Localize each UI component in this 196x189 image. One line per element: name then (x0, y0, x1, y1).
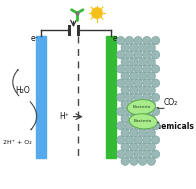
Circle shape (147, 43, 155, 52)
Circle shape (143, 136, 151, 144)
Circle shape (130, 100, 138, 109)
Circle shape (130, 86, 138, 94)
Circle shape (121, 143, 129, 151)
Circle shape (121, 157, 129, 165)
Circle shape (134, 36, 142, 45)
Circle shape (117, 93, 125, 101)
Circle shape (134, 79, 142, 87)
Circle shape (138, 72, 147, 80)
Circle shape (138, 58, 147, 66)
Circle shape (138, 129, 147, 137)
FancyArrowPatch shape (158, 108, 164, 109)
Circle shape (125, 36, 134, 45)
Circle shape (152, 150, 160, 158)
Circle shape (138, 43, 147, 52)
Circle shape (134, 107, 142, 116)
Circle shape (125, 122, 134, 130)
Text: 2H⁺ + O₂: 2H⁺ + O₂ (3, 139, 31, 145)
Circle shape (147, 58, 155, 66)
Circle shape (152, 122, 160, 130)
Circle shape (130, 43, 138, 52)
Circle shape (121, 86, 129, 94)
Text: e⁻: e⁻ (31, 34, 39, 43)
Circle shape (152, 107, 160, 116)
Text: e⁻: e⁻ (113, 34, 121, 43)
FancyArrowPatch shape (30, 102, 37, 130)
Circle shape (138, 100, 147, 109)
Circle shape (117, 79, 125, 87)
Circle shape (152, 36, 160, 45)
Circle shape (117, 107, 125, 116)
Circle shape (152, 65, 160, 73)
Circle shape (134, 122, 142, 130)
Circle shape (117, 65, 125, 73)
Circle shape (147, 100, 155, 109)
Circle shape (143, 79, 151, 87)
Circle shape (125, 150, 134, 158)
Text: Bacteria: Bacteria (132, 105, 150, 109)
Circle shape (121, 43, 129, 52)
Text: H₂O: H₂O (15, 86, 30, 95)
Circle shape (147, 129, 155, 137)
Circle shape (117, 51, 125, 59)
Circle shape (125, 136, 134, 144)
Circle shape (134, 136, 142, 144)
Circle shape (143, 65, 151, 73)
Circle shape (130, 129, 138, 137)
Circle shape (121, 72, 129, 80)
Circle shape (147, 157, 155, 165)
Text: Chemicals: Chemicals (150, 122, 194, 131)
Circle shape (134, 93, 142, 101)
Circle shape (152, 93, 160, 101)
Circle shape (125, 93, 134, 101)
Circle shape (117, 136, 125, 144)
Circle shape (121, 100, 129, 109)
Circle shape (143, 93, 151, 101)
Circle shape (147, 72, 155, 80)
Circle shape (121, 129, 129, 137)
Circle shape (130, 143, 138, 151)
FancyArrowPatch shape (158, 122, 159, 123)
Circle shape (143, 107, 151, 116)
Bar (36, 36, 46, 158)
Circle shape (152, 79, 160, 87)
Text: CO₂: CO₂ (163, 98, 178, 107)
Circle shape (117, 150, 125, 158)
Circle shape (147, 86, 155, 94)
Circle shape (125, 51, 134, 59)
Text: Bacteria: Bacteria (134, 119, 152, 123)
Circle shape (130, 58, 138, 66)
Circle shape (121, 115, 129, 123)
Circle shape (125, 65, 134, 73)
Circle shape (152, 136, 160, 144)
Circle shape (134, 65, 142, 73)
Circle shape (130, 157, 138, 165)
Circle shape (130, 115, 138, 123)
Circle shape (92, 8, 102, 18)
Ellipse shape (127, 100, 155, 115)
Bar (106, 36, 116, 158)
Circle shape (138, 143, 147, 151)
FancyArrowPatch shape (13, 70, 19, 96)
Circle shape (125, 79, 134, 87)
Circle shape (147, 143, 155, 151)
Ellipse shape (129, 114, 157, 129)
Circle shape (117, 36, 125, 45)
Circle shape (134, 150, 142, 158)
Circle shape (138, 157, 147, 165)
Circle shape (138, 115, 147, 123)
Circle shape (143, 150, 151, 158)
Circle shape (143, 122, 151, 130)
Circle shape (117, 122, 125, 130)
Circle shape (125, 107, 134, 116)
Circle shape (152, 51, 160, 59)
Text: H⁺: H⁺ (59, 112, 69, 121)
Circle shape (121, 58, 129, 66)
Circle shape (138, 86, 147, 94)
Circle shape (143, 51, 151, 59)
Circle shape (143, 36, 151, 45)
Circle shape (147, 115, 155, 123)
Circle shape (130, 72, 138, 80)
Circle shape (134, 51, 142, 59)
